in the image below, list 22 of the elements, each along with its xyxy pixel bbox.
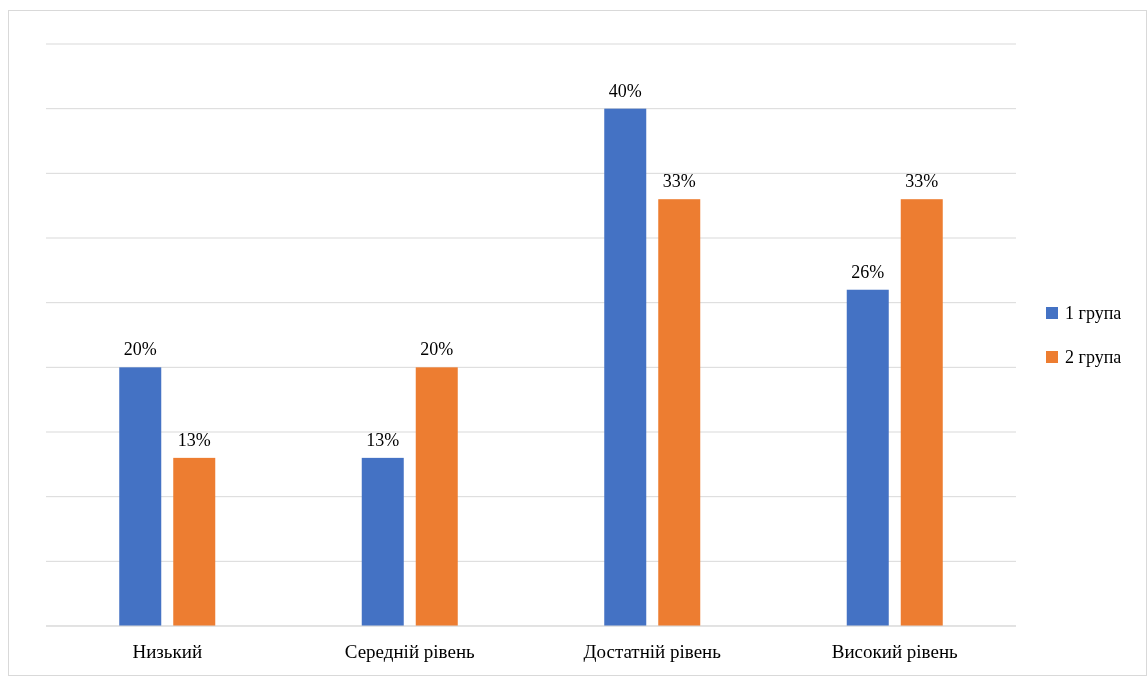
bar (119, 367, 162, 626)
bar (846, 289, 889, 626)
data-label: 26% (851, 261, 885, 282)
x-tick-label: Низький (132, 641, 203, 662)
x-tick-label: Достатній рівень (583, 641, 722, 662)
bar (658, 199, 701, 626)
bar (361, 457, 404, 626)
data-label: 20% (420, 339, 454, 360)
data-label: 33% (662, 171, 696, 192)
bar (415, 367, 458, 626)
bar (604, 108, 647, 626)
data-label: 20% (123, 339, 157, 360)
legend-label: 1 група (1065, 303, 1122, 324)
data-label: 40% (608, 80, 642, 101)
data-label: 33% (905, 171, 939, 192)
data-label: 13% (366, 429, 400, 450)
data-label: 13% (177, 429, 211, 450)
bar (900, 199, 943, 626)
x-tick-label: Середній рівень (344, 641, 476, 662)
x-tick-label: Високий рівень (831, 641, 959, 662)
bar (173, 457, 216, 626)
legend-label: 2 група (1065, 347, 1122, 368)
